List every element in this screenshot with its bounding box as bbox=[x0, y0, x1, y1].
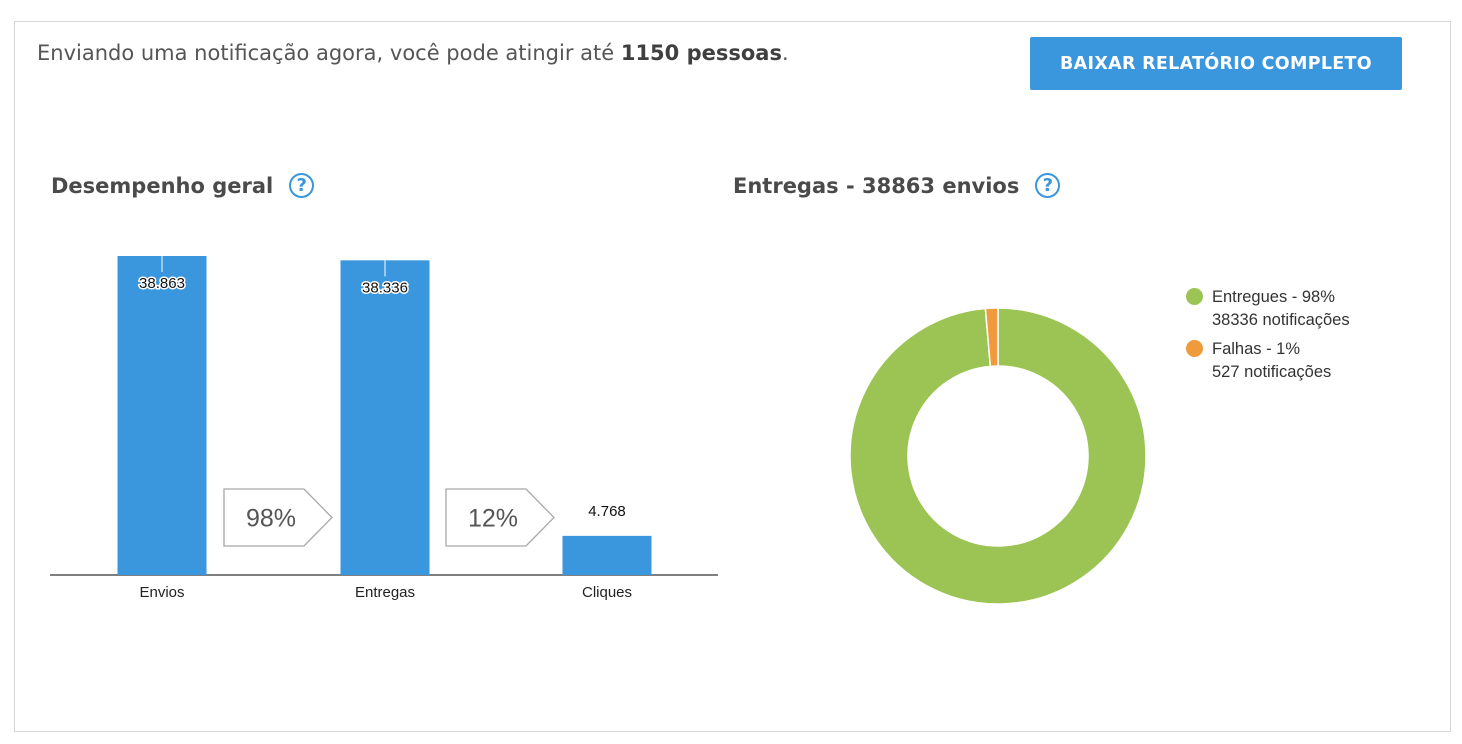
reach-message: Enviando uma notificação agora, você pod… bbox=[37, 41, 789, 65]
deliveries-donut-chart bbox=[849, 307, 1147, 605]
donut-slice-delivered[interactable] bbox=[849, 307, 1147, 605]
reach-message-prefix: Enviando uma notificação agora, você pod… bbox=[37, 41, 621, 65]
conversion-rate-2: 12% bbox=[468, 505, 518, 533]
bar-entregas[interactable] bbox=[340, 260, 430, 575]
category-label-envios: Envios bbox=[139, 584, 184, 601]
bar-cliques[interactable] bbox=[562, 535, 652, 575]
reach-message-suffix: . bbox=[781, 41, 789, 65]
legend-dot-failed bbox=[1186, 340, 1203, 357]
legend-item-failed[interactable]: Falhas - 1% 527 notificações bbox=[1186, 338, 1350, 384]
download-report-button[interactable]: BAIXAR RELATÓRIO COMPLETO bbox=[1030, 37, 1402, 90]
deliveries-title-row: Entregas - 38863 envios ? bbox=[733, 173, 1061, 198]
donut-slice-failed[interactable] bbox=[984, 307, 999, 368]
legend-sub-delivered: 38336 notificações bbox=[1212, 311, 1350, 329]
conversion-arrow bbox=[223, 488, 333, 547]
legend-item-delivered[interactable]: Entregues - 98% 38336 notificações bbox=[1186, 286, 1350, 332]
value-label-cliques: 4.768 bbox=[588, 503, 626, 520]
donut-legend: Entregues - 98% 38336 notificações Falha… bbox=[1186, 286, 1350, 390]
performance-title-row: Desempenho geral ? bbox=[51, 173, 315, 198]
value-label-envios: 38.863 bbox=[139, 275, 185, 292]
performance-title: Desempenho geral bbox=[51, 173, 274, 198]
legend-label-delivered: Entregues - 98% bbox=[1212, 288, 1335, 306]
legend-dot-delivered bbox=[1186, 288, 1203, 305]
legend-sub-failed: 527 notificações bbox=[1212, 363, 1332, 381]
value-label-entregas: 38.336 bbox=[362, 279, 408, 296]
performance-bar-chart: 38.863 Envios 38.336 Entregas 4.768 Cliques 98… bbox=[50, 256, 718, 601]
reach-count: 1150 pessoas bbox=[620, 41, 782, 65]
deliveries-title: Entregas - 38863 envios bbox=[733, 173, 1020, 198]
legend-label-failed: Falhas - 1% bbox=[1212, 340, 1301, 358]
bar-envios[interactable] bbox=[117, 256, 207, 575]
performance-help-icon[interactable]: ? bbox=[289, 173, 315, 198]
conversion-arrow bbox=[445, 488, 555, 547]
report-card bbox=[14, 21, 1451, 732]
category-label-cliques: Cliques bbox=[582, 584, 632, 601]
deliveries-help-icon[interactable]: ? bbox=[1035, 173, 1061, 198]
conversion-rate-1: 98% bbox=[246, 505, 296, 533]
category-label-entregas: Entregas bbox=[355, 584, 415, 601]
